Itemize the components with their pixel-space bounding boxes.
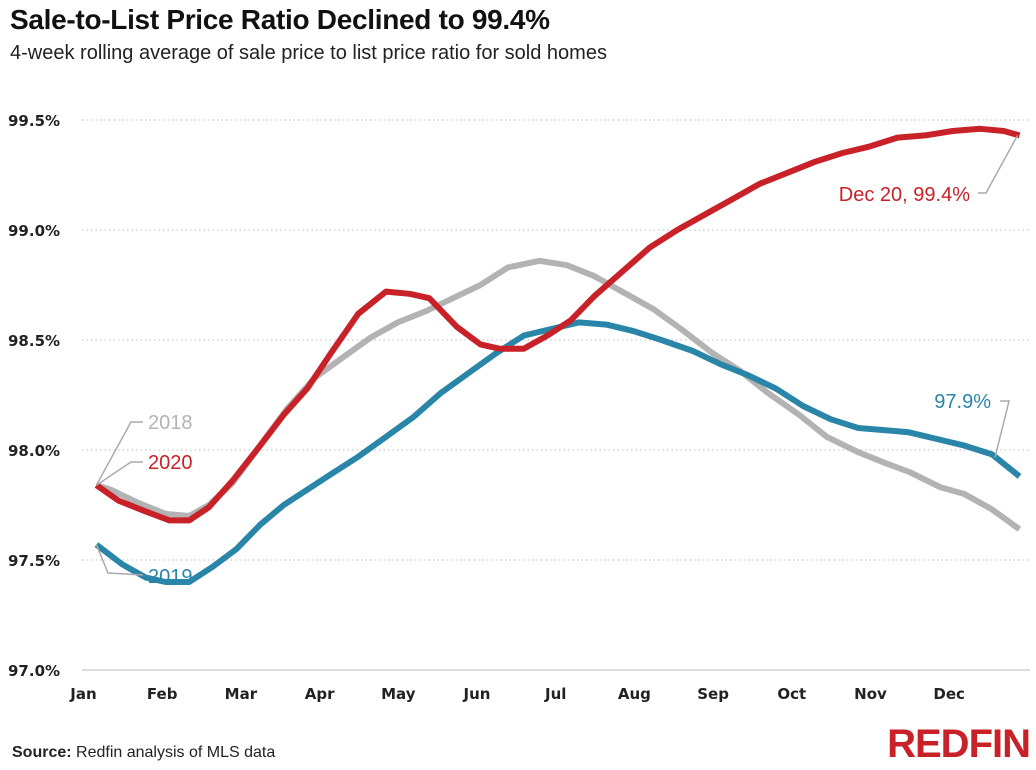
redfin-logo: REDFIN <box>887 722 1031 766</box>
leader-line-dec20 <box>978 135 1019 194</box>
x-axis: Jan Feb Mar Apr May Jun Jul Aug Sep Oct Nov Dec <box>69 685 965 703</box>
chart-title: Sale-to-List Price Ratio Declined to 99.… <box>10 4 550 35</box>
y-tick-label: 98.0% <box>8 442 60 460</box>
leader-line-2019 <box>95 544 144 576</box>
x-tick-label: Feb <box>147 685 178 703</box>
leader-line-2020 <box>95 461 143 486</box>
y-tick-label: 99.5% <box>8 112 60 130</box>
gridlines <box>82 119 1030 671</box>
series-lines <box>94 125 1022 585</box>
x-tick-label: Jul <box>544 685 566 703</box>
chart-subtitle: 4-week rolling average of sale price to … <box>10 42 607 64</box>
y-tick-label: 97.5% <box>8 552 60 570</box>
y-tick-label: 98.5% <box>8 332 60 350</box>
series-line-2018 <box>95 257 1022 532</box>
leader-line-2019-end <box>994 400 1010 458</box>
leader-line-2018 <box>95 421 143 486</box>
source-text: Redfin analysis of MLS data <box>71 744 276 761</box>
annotations: 2018 2020 2019 Dec 20, 99.4% 97.9% <box>95 135 1019 588</box>
x-tick-label: Nov <box>854 685 887 703</box>
source-label: Source: <box>12 744 72 761</box>
annotation-2020: 2020 <box>148 452 193 474</box>
annotation-dec20: Dec 20, 99.4% <box>839 184 970 206</box>
x-tick-label: May <box>381 685 416 703</box>
x-tick-label: Mar <box>225 685 258 703</box>
x-tick-label: Sep <box>697 685 729 703</box>
x-tick-label: Dec <box>933 685 965 703</box>
series-line-2019 <box>94 319 1022 585</box>
series-line-2020 <box>94 125 1021 524</box>
x-tick-label: Jun <box>463 685 491 703</box>
x-tick-label: Apr <box>305 685 335 703</box>
annotation-2018: 2018 <box>148 412 193 434</box>
x-tick-label: Jan <box>69 685 96 703</box>
x-tick-label: Aug <box>618 685 651 703</box>
x-tick-label: Oct <box>777 685 806 703</box>
y-tick-label: 99.0% <box>8 222 60 240</box>
annotation-2019-end: 97.9% <box>934 391 991 413</box>
source-note: Source: Redfin analysis of MLS data <box>12 744 275 762</box>
annotation-2019: 2019 <box>148 566 193 588</box>
y-tick-label: 97.0% <box>8 662 60 680</box>
y-axis: 97.0% 97.5% 98.0% 98.5% 99.0% 99.5% <box>8 112 60 680</box>
